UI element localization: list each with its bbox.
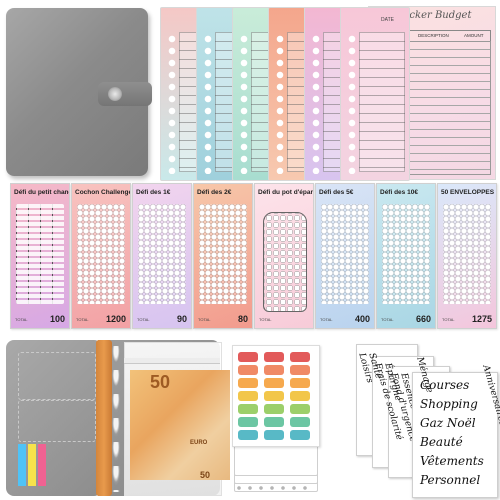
card-grid (321, 204, 369, 304)
label-tab (290, 404, 310, 414)
tracker-date-head: DATE (381, 17, 394, 23)
card-title: Défi du petit change (14, 189, 70, 196)
card-title: 50 ENVELOPPES (441, 189, 495, 196)
challenge-card: Défi du petit change TOTAL 100 (10, 183, 70, 329)
punch-holes (311, 34, 321, 174)
card-title: Défi des 10€ (380, 189, 418, 196)
card-title: Cochon Challenge (75, 189, 131, 196)
label-tab (290, 430, 310, 440)
punch-holes (203, 34, 213, 174)
card-amount: 660 (415, 314, 431, 324)
card-total-label: TOTAL (76, 317, 89, 322)
label-tab (238, 352, 258, 362)
label-tab (238, 417, 258, 427)
label-tab (264, 378, 284, 388)
envelope-holes (236, 486, 314, 490)
banknote-small-value: 50 (200, 470, 211, 480)
card-total-label: TOTAL (198, 317, 211, 322)
label-tab (264, 352, 284, 362)
label-tab (264, 404, 284, 414)
sticky-note (38, 444, 46, 486)
label-tab (238, 365, 258, 375)
label-tab (290, 391, 310, 401)
word-card-front (412, 372, 498, 498)
binder-strap (98, 82, 152, 106)
label-tab (238, 391, 258, 401)
label-tab (290, 378, 310, 388)
card-grid (77, 204, 125, 304)
col-amount: AMOUNT (464, 33, 484, 38)
label-tab (290, 365, 310, 375)
card-amount: 100 (49, 314, 65, 324)
label-tab (290, 352, 310, 362)
binder-rings (110, 346, 122, 492)
challenge-card: Défi des 10€ TOTAL 660 (376, 183, 436, 329)
label-tab (290, 417, 310, 427)
label-tab (264, 417, 284, 427)
punch-holes (275, 34, 285, 174)
front-word: Courses (420, 378, 470, 392)
front-word: Vêtements (420, 454, 484, 468)
card-pocket (18, 352, 96, 400)
sticky-note (28, 444, 36, 486)
front-word: Beauté (420, 435, 463, 449)
label-tab (264, 391, 284, 401)
card-grid (199, 204, 247, 304)
banknote-value: 50 (150, 372, 171, 392)
punch-holes (239, 34, 249, 174)
card-grid (138, 204, 186, 304)
card-amount: 400 (354, 314, 370, 324)
label-tab (264, 365, 284, 375)
challenge-card: 50 ENVELOPPES TOTAL 1275 (437, 183, 497, 329)
card-title: Défi du pot d'épargne (258, 189, 313, 196)
card-amount: 80 (237, 314, 248, 324)
card-amount: 90 (176, 314, 187, 324)
label-tab (238, 404, 258, 414)
card-grid (382, 204, 430, 304)
snap-button (108, 87, 122, 101)
challenge-card: Défi des 1€ TOTAL 90 (132, 183, 192, 329)
tracker-sheet: DATE (340, 7, 410, 181)
card-title: Défi des 2€ (197, 189, 232, 196)
label-tab (238, 430, 258, 440)
card-amount: 1200 (105, 314, 126, 324)
banknote-currency: EURO (190, 440, 208, 446)
tracker-lines (359, 32, 405, 172)
card-total-label: TOTAL (259, 317, 272, 322)
challenge-card: Défi des 2€ TOTAL 80 (193, 183, 253, 329)
card-title: Défi des 1€ (136, 189, 171, 196)
label-tab (238, 378, 258, 388)
card-total-label: TOTAL (381, 317, 394, 322)
challenge-card: Défi des 5€ TOTAL 400 (315, 183, 375, 329)
punch-holes (167, 34, 177, 174)
card-total-label: TOTAL (442, 317, 455, 322)
card-total-label: TOTAL (137, 317, 150, 322)
front-word: Personnel (420, 473, 481, 487)
card-grid (16, 204, 64, 304)
front-word: Shopping (420, 397, 478, 411)
jar-grid (263, 212, 307, 312)
zipper-bar (124, 358, 220, 364)
punch-holes (347, 34, 357, 174)
challenge-card: Défi du pot d'épargne TOTAL (254, 183, 314, 329)
challenge-card: Cochon Challenge TOTAL 1200 (71, 183, 131, 329)
card-title: Défi des 5€ (319, 189, 354, 196)
card-total-label: TOTAL (320, 317, 333, 322)
sticky-note (18, 444, 26, 486)
col-description: DESCRIPTION (418, 33, 449, 38)
banknote (130, 370, 230, 480)
label-tab (264, 430, 284, 440)
card-pocket-2 (18, 400, 96, 442)
card-amount: 1275 (471, 314, 492, 324)
card-grid (443, 204, 491, 304)
card-total-label: TOTAL (15, 317, 28, 322)
front-word: Gaz Noël (420, 416, 476, 430)
budget-title: Tracker Budget (392, 10, 472, 21)
orange-strap (96, 340, 112, 496)
